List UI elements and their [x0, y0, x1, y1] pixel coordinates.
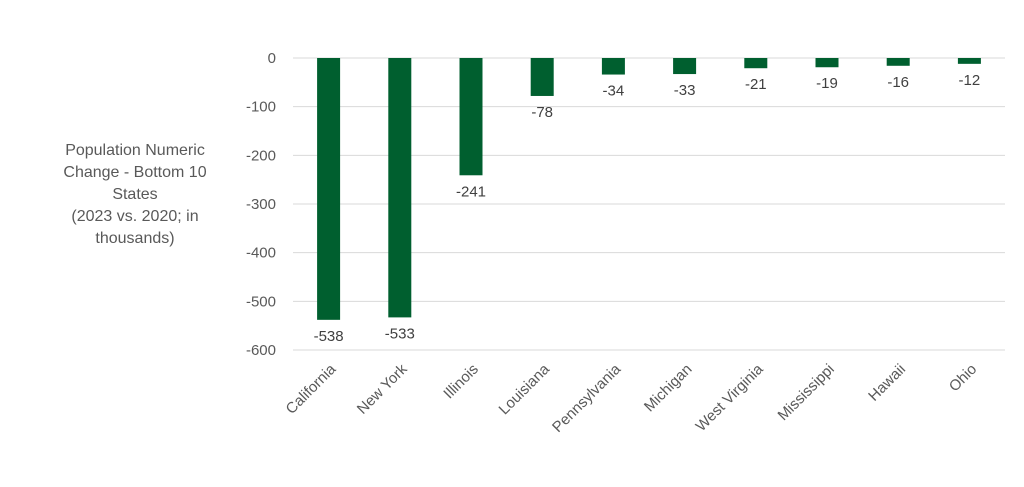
data-label: -21	[745, 76, 767, 93]
data-label: -12	[959, 72, 981, 89]
y-axis-title-line: thousands)	[95, 230, 175, 247]
y-tick-label: -100	[246, 99, 276, 116]
y-axis-title-line: States	[112, 186, 158, 203]
data-label: -78	[531, 104, 553, 121]
bar	[317, 58, 341, 320]
data-labels: -538 -533 -241 -78 -34 -33 -21 -19 -16 -12	[314, 72, 981, 345]
x-axis-categories: California New York Illinois LouisianaPenns…	[283, 360, 981, 436]
x-category-label: Pennsylvania	[549, 360, 625, 436]
data-label: -34	[603, 83, 625, 100]
y-axis-ticks: 0 -100 -200 -300 -400 -500 -600	[246, 50, 276, 359]
y-tick-label: 0	[268, 50, 276, 67]
x-category-label: Michigan	[641, 361, 695, 415]
y-axis-title-line: Change - Bottom 10	[63, 164, 207, 181]
bar	[530, 58, 554, 96]
data-label: -19	[816, 75, 838, 92]
data-label: -241	[456, 183, 486, 200]
bar	[601, 58, 625, 75]
y-tick-label: -400	[246, 245, 276, 262]
x-category-label: Illinois	[440, 361, 481, 402]
x-category-label: California	[283, 360, 340, 417]
y-axis-title: Population Numeric Change - Bottom 10 St…	[30, 140, 240, 250]
x-category-label: New York	[354, 360, 411, 417]
x-category-label: Ohio	[946, 361, 980, 395]
bar	[459, 58, 483, 176]
bars	[317, 58, 981, 320]
y-tick-label: -500	[246, 293, 276, 310]
y-axis-title-line: Population Numeric	[65, 142, 205, 159]
y-axis-title-line: (2023 vs. 2020; in	[71, 208, 199, 225]
data-label: -538	[314, 328, 344, 345]
x-category-label: Hawaii	[865, 361, 909, 405]
bar	[744, 58, 768, 69]
gridlines	[293, 57, 1005, 351]
x-category-label: Mississippi	[775, 361, 838, 424]
bar	[388, 58, 412, 318]
bar	[815, 58, 839, 68]
bar	[957, 58, 981, 64]
data-label: -33	[674, 82, 696, 99]
data-label: -533	[385, 325, 415, 342]
y-tick-label: -600	[246, 342, 276, 359]
bar	[886, 58, 910, 66]
y-tick-label: -300	[246, 196, 276, 213]
x-category-label: West Virginia	[693, 360, 768, 435]
x-category-label: Louisiana	[496, 360, 554, 418]
data-label: -16	[887, 74, 909, 91]
bar	[673, 58, 697, 75]
y-tick-label: -200	[246, 147, 276, 164]
